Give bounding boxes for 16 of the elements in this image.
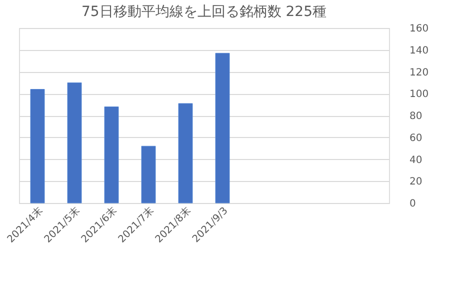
chart-title: 75日移動平均線を上回る銘柄数 225種 <box>82 4 326 20</box>
bar <box>215 52 230 204</box>
y-tick-label: 60 <box>410 132 422 144</box>
bar <box>104 106 119 204</box>
y-tick-label: 20 <box>410 176 422 188</box>
bar <box>30 89 45 204</box>
y-tick-label: 160 <box>410 24 429 34</box>
y-tick-label: 120 <box>410 67 429 78</box>
y-tick-label: 100 <box>410 89 429 100</box>
y-tick-label: 40 <box>410 154 422 166</box>
y-tick-label: 140 <box>410 45 429 56</box>
y-tick-label: 80 <box>410 111 422 122</box>
bar <box>141 146 156 204</box>
y-tick-label: 0 <box>410 198 416 210</box>
bar <box>178 103 193 204</box>
bar <box>67 82 82 204</box>
